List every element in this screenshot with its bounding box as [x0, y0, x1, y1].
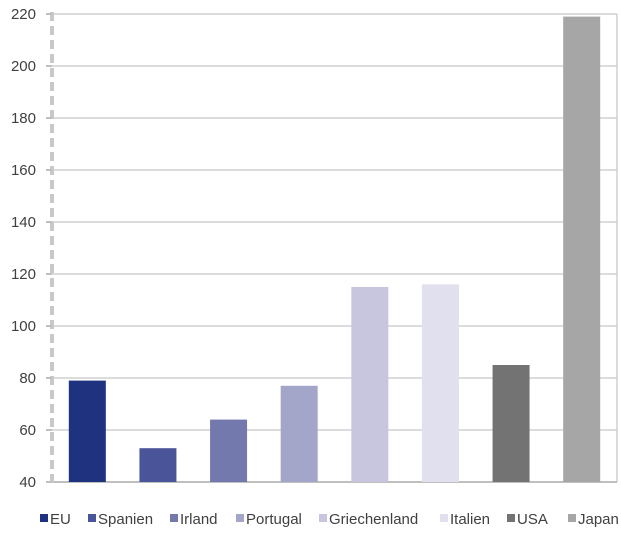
y-tick-label: 80 — [19, 370, 36, 387]
y-tick-label: 180 — [11, 110, 36, 127]
bar-italien — [421, 284, 459, 482]
legend-swatch — [440, 514, 448, 522]
legend-swatch — [507, 514, 515, 522]
y-tick-label: 200 — [11, 58, 36, 75]
y-axis: 40 60 80 100 120 140 160 180 200 220 — [11, 6, 54, 491]
y-tick-label: 60 — [19, 422, 36, 439]
legend-swatch — [88, 514, 96, 522]
legend-swatch — [568, 514, 576, 522]
legend-label: EU — [50, 511, 71, 528]
y-tick-label: 120 — [11, 266, 36, 283]
y-tick-label: 40 — [19, 474, 36, 491]
y-tick-label: 140 — [11, 214, 36, 231]
plot-frame — [52, 14, 618, 483]
legend-swatch — [40, 514, 48, 522]
legend-swatch — [236, 514, 244, 522]
bar-usa — [492, 365, 530, 482]
legend-swatch — [319, 514, 327, 522]
bar-irland — [210, 419, 248, 482]
bar-portugal — [280, 385, 318, 482]
legend-label: Griechenland — [329, 511, 418, 528]
legend-label: Italien — [450, 511, 490, 528]
legend: EU Spanien Irland Portugal Griechenland Itali… — [40, 511, 619, 528]
y-tick-label: 100 — [11, 318, 36, 335]
y-tick-label: 160 — [11, 162, 36, 179]
legend-label: USA — [517, 511, 548, 528]
legend-label: Portugal — [246, 511, 302, 528]
bar-griechenland — [351, 287, 389, 482]
y-tick-label: 220 — [11, 6, 36, 23]
legend-label: Irland — [180, 511, 218, 528]
legend-swatch — [170, 514, 178, 522]
bar-japan — [563, 16, 601, 482]
bar-spanien — [139, 448, 177, 482]
legend-label: Japan — [578, 511, 619, 528]
legend-label: Spanien — [98, 511, 153, 528]
gridlines — [52, 13, 617, 483]
bars — [68, 16, 601, 482]
bar-eu — [68, 380, 106, 482]
